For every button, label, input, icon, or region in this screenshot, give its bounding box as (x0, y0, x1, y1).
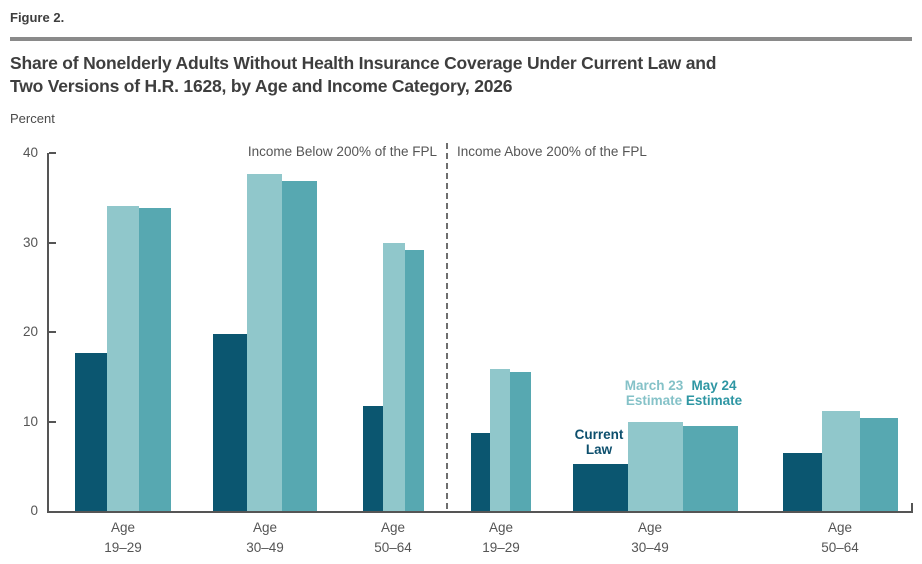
bar-may-24-estimate-age-19-29-above-fpl (510, 372, 531, 511)
x-label-age-19-29-below-fpl: Age 19–29 (104, 520, 142, 555)
chart-title: Share of Nonelderly Adults Without Healt… (10, 52, 890, 98)
y-tick-mark-30 (49, 241, 56, 244)
x-label-age-30-49-above-fpl: Age 30–49 (631, 520, 669, 555)
may-24-estimate-label: May 24 Estimate (685, 378, 743, 408)
y-axis-unit-label: Percent (10, 111, 55, 126)
figure-number-label: Figure 2. (10, 10, 65, 25)
panel-divider-dashed-line (446, 143, 448, 511)
panel-label-above-fpl: Income Above 200% of the FPL (457, 144, 647, 159)
bar-may-24-estimate-age-50-64-below-fpl (405, 249, 424, 511)
bar-march-23-estimate-age-19-29-below-fpl (107, 205, 139, 511)
bar-may-24-estimate-age-19-29-below-fpl (139, 207, 171, 511)
y-tick-mark-10 (49, 420, 56, 423)
bar-march-23-estimate-age-50-64-above-fpl (822, 410, 860, 511)
y-tick-mark-40 (49, 152, 56, 154)
bar-march-23-estimate-age-19-29-above-fpl (490, 368, 510, 511)
bar-current-law-age-19-29-below-fpl (75, 353, 107, 511)
bar-may-24-estimate-age-30-49-above-fpl (683, 425, 738, 511)
bar-current-law-age-30-49-above-fpl (573, 463, 628, 511)
bar-march-23-estimate-age-30-49-above-fpl (628, 421, 683, 511)
current-law-label: Current Law (574, 427, 624, 457)
y-tick-label-30: 30 (22, 234, 38, 250)
x-label-age-50-64-above-fpl: Age 50–64 (821, 520, 859, 555)
y-tick-label-10: 10 (22, 413, 38, 429)
bar-march-23-estimate-age-50-64-below-fpl (383, 243, 405, 511)
bar-may-24-estimate-age-30-49-below-fpl (282, 180, 317, 511)
march-23-estimate-label: March 23 Estimate (624, 378, 684, 408)
y-tick-label-20: 20 (22, 324, 38, 339)
x-label-age-19-29-above-fpl: Age 19–29 (482, 520, 520, 555)
y-axis-line (47, 153, 49, 511)
x-label-age-50-64-below-fpl: Age 50–64 (374, 520, 412, 555)
x-label-age-30-49-below-fpl: Age 30–49 (246, 520, 284, 555)
x-axis-line (47, 511, 913, 513)
x-axis-end-tick (911, 503, 913, 511)
y-tick-label-40: 40 (22, 145, 38, 160)
bar-march-23-estimate-age-30-49-below-fpl (247, 173, 282, 511)
y-tick-label-0: 0 (30, 503, 38, 518)
y-tick-mark-20 (49, 331, 56, 333)
bar-current-law-age-50-64-below-fpl (363, 406, 383, 511)
bar-current-law-age-50-64-above-fpl (783, 452, 822, 511)
panel-label-below-fpl: Income Below 200% of the FPL (247, 144, 437, 159)
bar-current-law-age-19-29-above-fpl (471, 433, 490, 511)
chart-title-line2: Two Versions of H.R. 1628, by Age and In… (10, 76, 513, 96)
chart-title-line1: Share of Nonelderly Adults Without Healt… (10, 53, 717, 73)
bar-may-24-estimate-age-50-64-above-fpl (860, 417, 898, 511)
header-divider-rule (10, 37, 912, 41)
bar-current-law-age-30-49-below-fpl (213, 333, 247, 511)
